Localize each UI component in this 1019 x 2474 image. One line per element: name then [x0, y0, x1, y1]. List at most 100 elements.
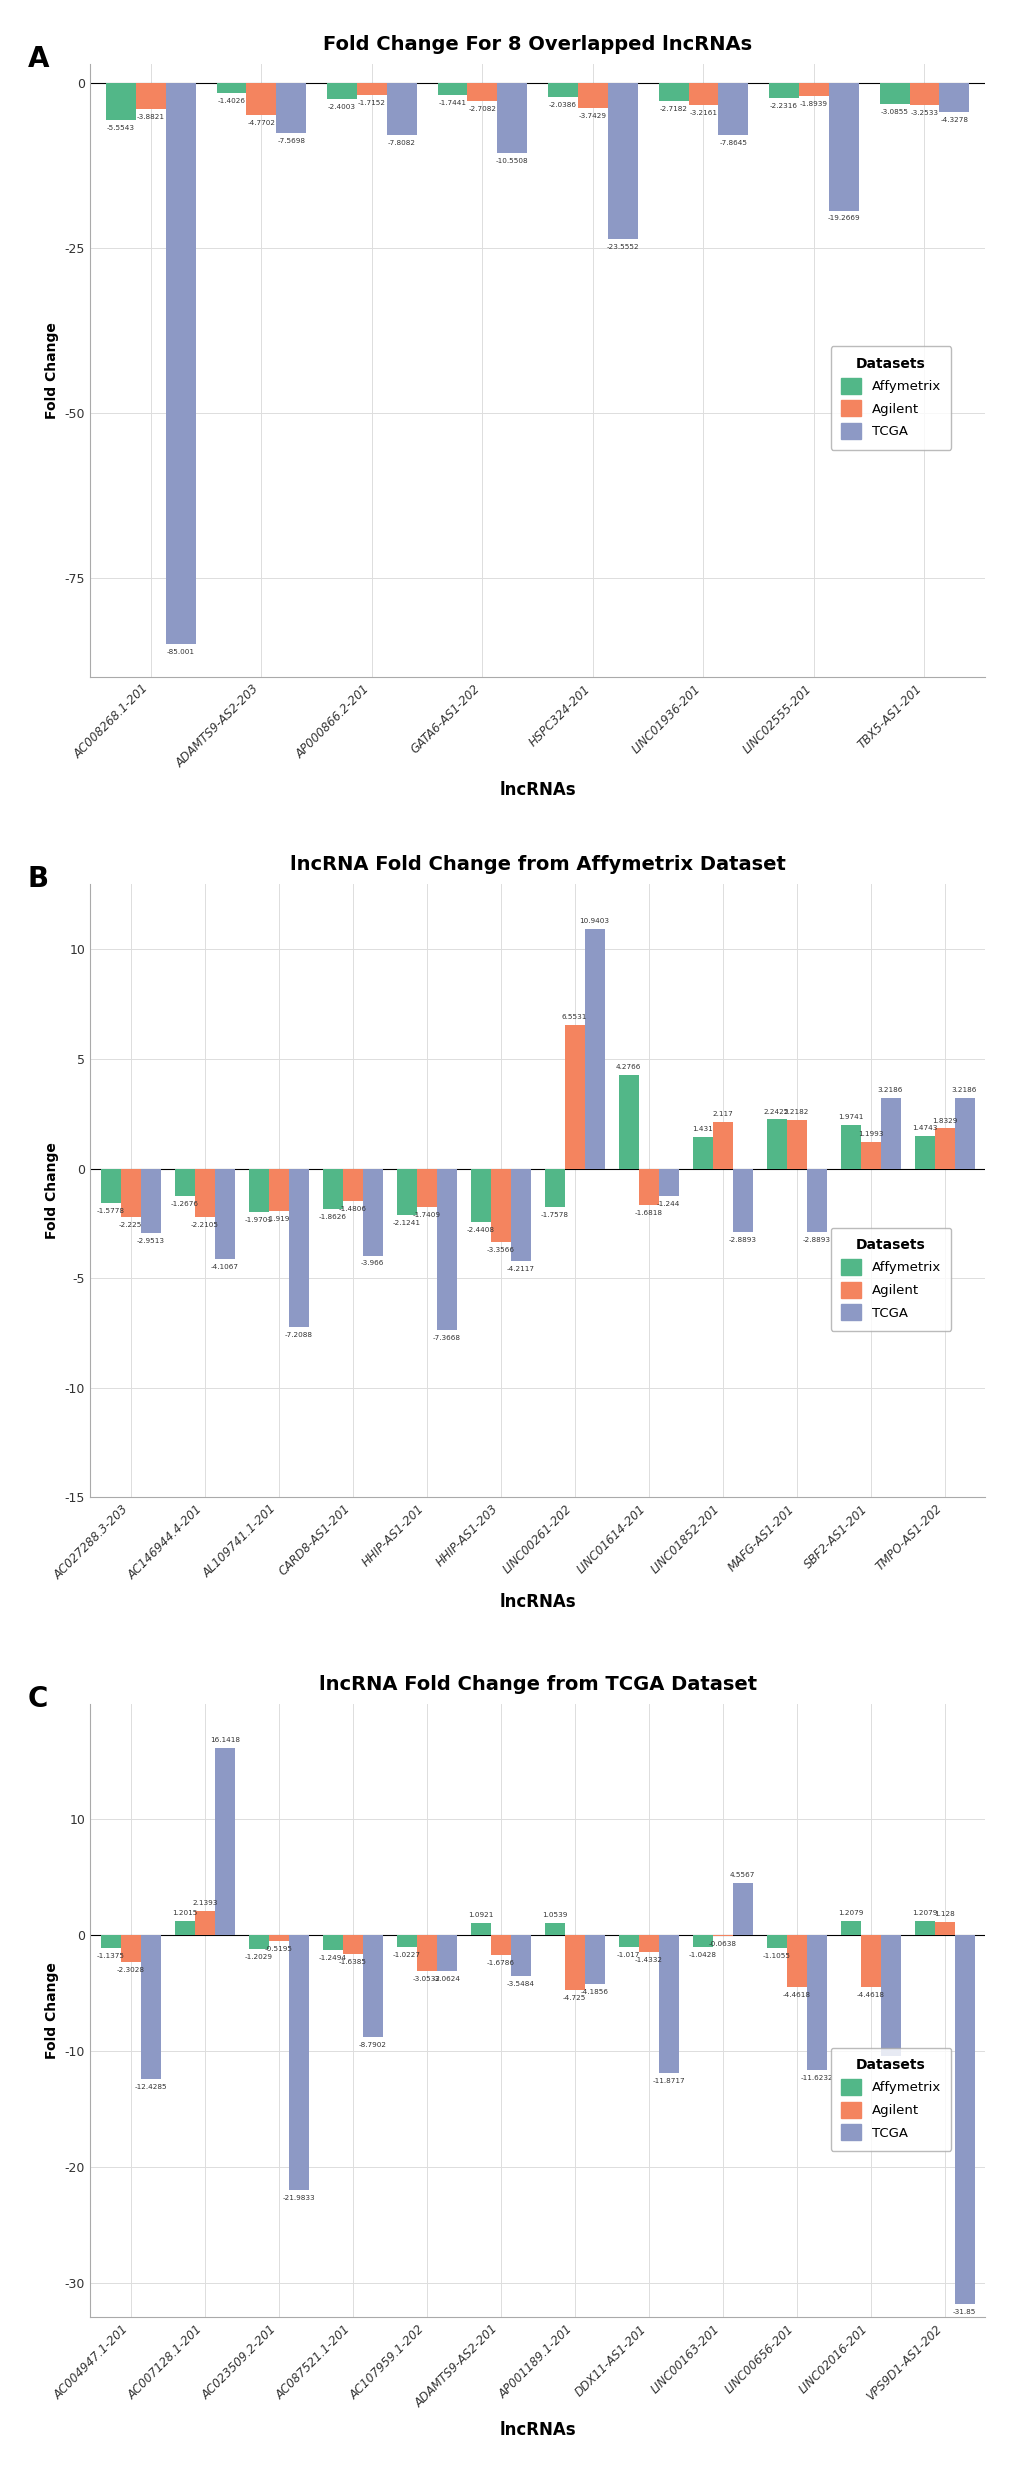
- Text: -1.6385: -1.6385: [338, 1959, 367, 1964]
- Bar: [511, 1935, 530, 1977]
- Text: 1.0921: 1.0921: [468, 1912, 493, 1917]
- Bar: [840, 1126, 860, 1168]
- Bar: [658, 1935, 678, 2073]
- Text: -2.4003: -2.4003: [328, 104, 356, 111]
- Text: -2.7182: -2.7182: [659, 106, 687, 111]
- Bar: [386, 84, 416, 136]
- Bar: [216, 84, 247, 92]
- Text: 2.1393: 2.1393: [192, 1900, 217, 1905]
- Bar: [322, 1168, 342, 1210]
- Text: 1.8329: 1.8329: [931, 1118, 957, 1123]
- Text: C: C: [28, 1685, 48, 1714]
- Bar: [692, 1935, 712, 1947]
- Text: -1.7441: -1.7441: [438, 99, 466, 106]
- Y-axis label: Fold Change: Fold Change: [45, 322, 59, 418]
- Text: 1.1993: 1.1993: [857, 1131, 882, 1138]
- Bar: [276, 84, 306, 134]
- Bar: [511, 1168, 530, 1262]
- Text: -3.3566: -3.3566: [486, 1247, 515, 1254]
- Bar: [658, 84, 688, 101]
- Bar: [732, 1168, 752, 1232]
- Bar: [914, 1136, 933, 1168]
- Text: -2.7082: -2.7082: [468, 106, 496, 111]
- X-axis label: lncRNAs: lncRNAs: [499, 1593, 576, 1611]
- Text: -3.8821: -3.8821: [137, 114, 165, 119]
- Bar: [363, 1935, 382, 2036]
- Bar: [247, 84, 276, 114]
- Text: 4.5567: 4.5567: [730, 1873, 754, 1878]
- Title: lncRNA Fold Change from Affymetrix Dataset: lncRNA Fold Change from Affymetrix Datas…: [289, 854, 785, 873]
- Text: -5.5543: -5.5543: [107, 126, 135, 131]
- Bar: [363, 1168, 382, 1254]
- Bar: [638, 1935, 658, 1952]
- Bar: [584, 928, 604, 1168]
- Bar: [327, 84, 357, 99]
- Bar: [933, 1128, 954, 1168]
- Text: -4.725: -4.725: [562, 1994, 586, 2001]
- Bar: [578, 84, 607, 109]
- Bar: [268, 1935, 288, 1942]
- Text: -2.2105: -2.2105: [191, 1222, 218, 1227]
- Text: -2.1241: -2.1241: [392, 1220, 420, 1227]
- Bar: [786, 1121, 806, 1168]
- Bar: [195, 1168, 215, 1217]
- Text: -4.7702: -4.7702: [248, 119, 275, 126]
- Text: -10.5508: -10.5508: [495, 158, 528, 163]
- Bar: [249, 1935, 268, 1950]
- Bar: [619, 1074, 638, 1168]
- Text: 2.117: 2.117: [711, 1111, 733, 1118]
- Legend: Affymetrix, Agilent, TCGA: Affymetrix, Agilent, TCGA: [829, 2048, 951, 2150]
- Text: -1.6818: -1.6818: [634, 1210, 662, 1217]
- Text: -1.1375: -1.1375: [97, 1954, 124, 1959]
- Text: -1.2029: -1.2029: [245, 1954, 272, 1959]
- Text: -1.8626: -1.8626: [318, 1215, 346, 1220]
- Text: -1.017: -1.017: [616, 1952, 640, 1957]
- Bar: [879, 1935, 900, 2056]
- Bar: [249, 1168, 268, 1212]
- Bar: [120, 1935, 141, 1962]
- Bar: [357, 84, 386, 94]
- Text: -1.4026: -1.4026: [217, 96, 246, 104]
- Bar: [467, 84, 497, 101]
- Bar: [938, 84, 968, 111]
- Bar: [544, 1922, 565, 1935]
- Text: -3.0624: -3.0624: [432, 1977, 461, 1982]
- Text: 6.5531: 6.5531: [561, 1014, 587, 1019]
- Text: -3.0855: -3.0855: [879, 109, 908, 114]
- Text: -3.7429: -3.7429: [579, 114, 606, 119]
- Text: -31.85: -31.85: [952, 2308, 975, 2316]
- Text: -3.2161: -3.2161: [689, 109, 716, 116]
- Text: -1.5778: -1.5778: [97, 1207, 124, 1215]
- Bar: [806, 1168, 825, 1232]
- Text: 4.2766: 4.2766: [615, 1064, 641, 1069]
- Bar: [909, 84, 938, 104]
- Text: 3.2186: 3.2186: [951, 1086, 976, 1094]
- Bar: [860, 1935, 879, 1987]
- Bar: [786, 1935, 806, 1987]
- Text: -2.2316: -2.2316: [769, 104, 797, 109]
- Text: -1.7152: -1.7152: [358, 99, 385, 106]
- Text: -0.0638: -0.0638: [708, 1942, 736, 1947]
- Text: -4.1067: -4.1067: [211, 1264, 238, 1269]
- Text: 1.2079: 1.2079: [838, 1910, 862, 1917]
- Text: -4.3278: -4.3278: [940, 116, 967, 124]
- Bar: [396, 1168, 417, 1215]
- Text: 1.0539: 1.0539: [541, 1912, 567, 1917]
- Bar: [798, 84, 828, 96]
- Text: -1.4806: -1.4806: [338, 1205, 367, 1212]
- Bar: [417, 1168, 436, 1207]
- Bar: [497, 84, 527, 153]
- Text: -7.2088: -7.2088: [284, 1331, 313, 1338]
- Text: 3.2186: 3.2186: [877, 1086, 903, 1094]
- Bar: [141, 1935, 161, 2078]
- Text: -10.4085: -10.4085: [873, 2061, 906, 2066]
- Text: -4.1856: -4.1856: [580, 1989, 608, 1994]
- Text: -2.9513: -2.9513: [137, 1237, 164, 1244]
- Text: B: B: [28, 866, 49, 893]
- Bar: [437, 84, 467, 94]
- Bar: [490, 1935, 511, 1954]
- Bar: [565, 1024, 584, 1168]
- Text: -1.8939: -1.8939: [799, 101, 827, 106]
- Text: -2.8893: -2.8893: [802, 1237, 829, 1242]
- Text: -1.2494: -1.2494: [318, 1954, 346, 1962]
